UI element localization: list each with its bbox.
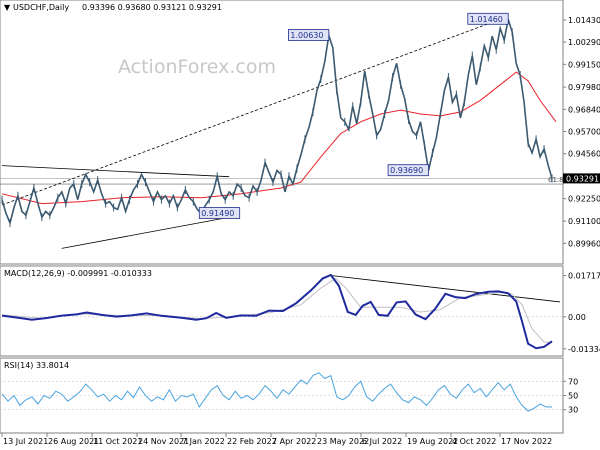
- price-y-tick-label: 0.89960: [568, 239, 600, 248]
- x-tick-label: 4 Oct 2022: [452, 437, 496, 446]
- annotation-label-2: 1.01460: [470, 15, 503, 24]
- rsi-y-tick-label: 70: [568, 377, 578, 386]
- x-tick-label: 23 May 2022: [317, 437, 369, 446]
- watermark: ActionForex.com: [118, 56, 276, 78]
- x-tick-label: 7 Jan 2022: [182, 437, 225, 446]
- ohlc-header: 0.93396 0.93680 0.93121 0.93291: [82, 3, 222, 12]
- price-y-tick-label: 0.91100: [568, 217, 600, 226]
- price-series: [1, 19, 557, 228]
- price-trendlines: [1, 17, 505, 249]
- x-tick-label: 6 Jul 2022: [362, 437, 402, 446]
- price-annotations: 1.00630 1.01460 0.93690 0.91490: [198, 12, 509, 219]
- macd-line: [1, 273, 553, 350]
- x-tick-label: 11 Oct 2021: [93, 437, 142, 446]
- current-price-label: 0.93291: [566, 174, 599, 183]
- price-panel-title: USDCHF,Daily: [13, 3, 69, 12]
- rsi-y-tick-label: 50: [568, 392, 578, 401]
- x-tick-label: 7 Apr 2022: [272, 437, 316, 446]
- x-tick-label: 19 Aug 2022: [407, 437, 458, 446]
- rsi-series: [1, 372, 553, 412]
- price-panel-header-arrow: ▼: [4, 3, 11, 12]
- price-y-axis: 1.01430 1.00290 0.99150 0.97980 0.96840 0.957…: [563, 16, 600, 248]
- price-trendline-2: [61, 216, 230, 249]
- rsi-y-tick-label: 30: [568, 406, 578, 415]
- annotation-box-1: [287, 29, 330, 41]
- fib-label: 61.8: [548, 176, 564, 184]
- annotation-box-2: [467, 12, 509, 25]
- sma-line: [1, 71, 557, 205]
- annotation-box-4: [198, 207, 241, 219]
- x-tick-label: 22 Feb 2022: [227, 437, 277, 446]
- annotation-label-1: 1.00630: [290, 31, 323, 40]
- macd-y-tick-label: 0.00: [568, 313, 586, 322]
- price-y-tick-label: 0.99150: [568, 60, 600, 69]
- x-tick-label: 13 Jul 2021: [3, 437, 48, 446]
- rsi-line: [1, 372, 553, 412]
- price-y-tick-label: 0.95700: [568, 128, 600, 137]
- macd-series: [1, 273, 561, 350]
- macd-panel-label: MACD(12,26,9) -0.009991 -0.010333: [4, 269, 152, 278]
- rsi-grid: [0, 380, 563, 411]
- rsi-y-axis: 70 50 30: [563, 377, 578, 415]
- x-tick-label: 26 Aug 2021: [48, 437, 99, 446]
- price-y-tick-label: 1.01430: [568, 16, 600, 25]
- x-tick-label: 17 Nov 2022: [501, 437, 552, 446]
- annotation-label-3: 0.93690: [390, 166, 423, 175]
- macd-panel-frame: [0, 265, 564, 357]
- price-y-tick-label: 1.00290: [568, 38, 600, 47]
- rsi-panel-label: RSI(14) 33.8014: [4, 361, 69, 370]
- macd-y-axis: 0.017176 0.00 -0.01334: [563, 272, 600, 354]
- price-y-tick-label: 0.92250: [568, 195, 600, 204]
- price-trendline-3: [1, 17, 505, 206]
- price-y-tick-label: 0.94560: [568, 150, 600, 159]
- price-y-tick-label: 0.96840: [568, 105, 600, 114]
- macd-y-tick-label: 0.017176: [568, 272, 600, 281]
- macd-trendline: [330, 275, 561, 303]
- annotation-label-4: 0.91490: [201, 209, 234, 218]
- annotation-box-3: [387, 164, 429, 177]
- price-y-tick-label: 0.97980: [568, 83, 600, 92]
- current-price-box: [563, 173, 600, 184]
- x-tick-label: 24 Nov 2021: [138, 437, 189, 446]
- macd-y-tick-label: -0.01334: [568, 345, 600, 354]
- price-line: [1, 19, 553, 226]
- price-trendline-1: [1, 165, 230, 178]
